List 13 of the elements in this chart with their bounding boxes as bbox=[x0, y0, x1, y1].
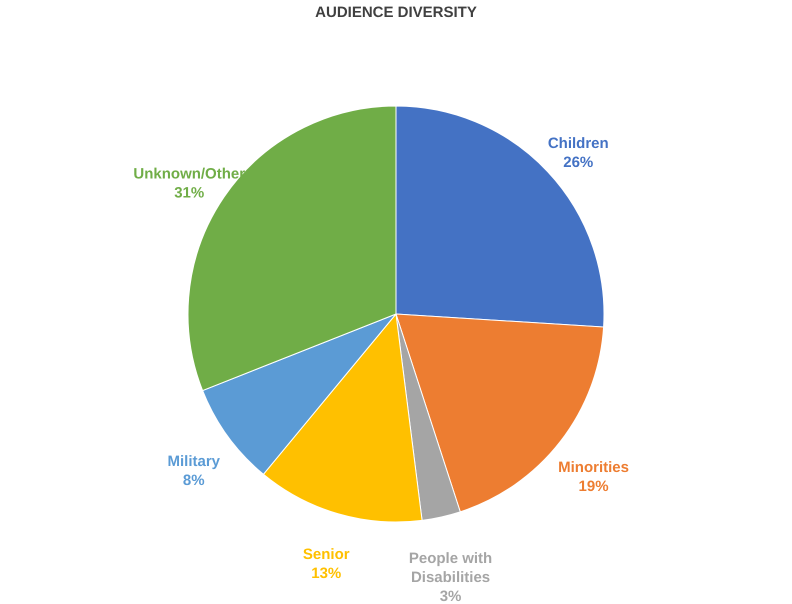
slice-label: Unknown/Other bbox=[133, 165, 246, 182]
data-label: 26% bbox=[563, 154, 594, 171]
data-label: 3% bbox=[440, 588, 462, 604]
slice-label: Senior bbox=[302, 546, 350, 564]
chart-title: AUDIENCE DIVERSITY bbox=[315, 4, 477, 21]
data-label: 8% bbox=[182, 472, 205, 489]
slice-label: Military bbox=[167, 452, 221, 470]
slice-label: Children bbox=[548, 134, 609, 152]
data-label: 19% bbox=[578, 478, 609, 496]
slice-label: Minorities bbox=[558, 459, 629, 476]
slice-label: People with Disabilities bbox=[408, 550, 492, 586]
data-label: 13% bbox=[311, 565, 342, 582]
data-label: 31% bbox=[174, 184, 204, 202]
